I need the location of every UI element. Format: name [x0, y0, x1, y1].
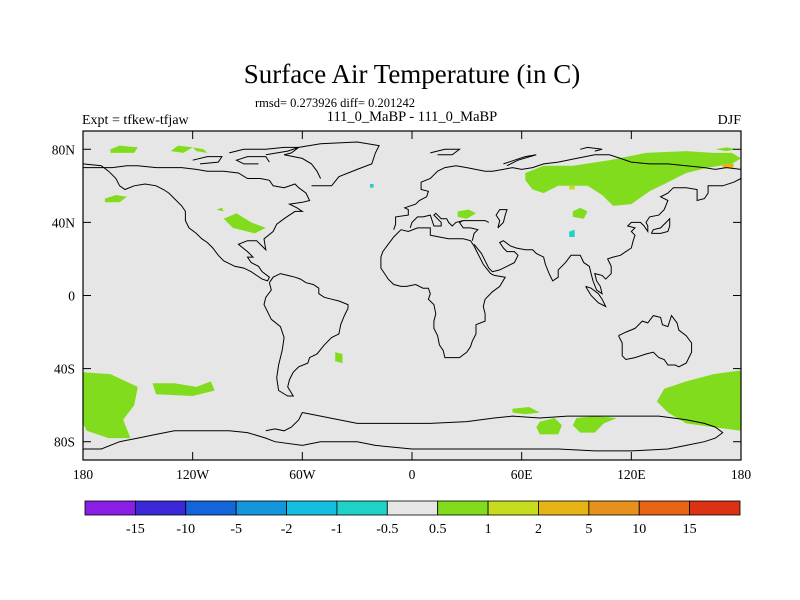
colorbar-label-8: 2 [535, 522, 542, 537]
anomaly-region-15 [572, 416, 617, 433]
colorbar-label-4: -1 [331, 522, 343, 537]
coastline-17 [265, 412, 303, 432]
colorbar-label-0: -15 [126, 522, 145, 537]
colorbar-label-2: -5 [230, 522, 242, 537]
coastline-18 [430, 148, 461, 156]
coastline-0 [82, 163, 311, 282]
season-label: DJF [718, 113, 742, 128]
anomaly-region-1 [170, 145, 193, 153]
colorbar-swatch-12 [689, 500, 741, 516]
anomaly-region-8 [572, 207, 588, 219]
coastline-19 [503, 154, 537, 167]
coastline-3 [263, 273, 349, 397]
coastline-5 [380, 227, 507, 359]
colorbar-label-9: 5 [585, 522, 592, 537]
x-tick-label-1: 120W [176, 467, 209, 482]
colorbar-swatch-8 [487, 500, 539, 516]
coastline-16 [83, 412, 724, 452]
anomaly-region-14 [536, 418, 562, 435]
anomaly-region-9 [715, 147, 738, 152]
coastline-7 [409, 212, 464, 229]
colorbar-label-5: -0.5 [376, 522, 398, 537]
coastline-20 [580, 146, 603, 152]
colorbar-swatch-11 [638, 500, 691, 516]
anomaly-region-10 [83, 372, 138, 439]
coastline-10 [585, 285, 607, 308]
y-tick-label-2: 0 [68, 289, 75, 304]
x-tick-label-0: 180 [73, 467, 94, 482]
anomaly-region-3 [104, 195, 127, 203]
coastline-6 [458, 220, 490, 241]
coastline-9 [495, 209, 508, 229]
colorbar: -15 -10 -5 -2 -1 -0.5 0.5 1 2 5 10 15 [84, 500, 741, 537]
y-tick-label-0: 80N [52, 142, 76, 157]
coastline-11 [618, 314, 693, 368]
anomaly-region-20 [722, 163, 734, 168]
stats-line: rmsd= 0.273926 diff= 0.201242 [255, 96, 415, 110]
coastline-13 [235, 156, 270, 165]
x-tick-label-5: 120E [617, 467, 646, 482]
colorbar-label-6: 0.5 [429, 522, 447, 537]
coastline-8 [473, 178, 742, 295]
coastline-14 [192, 156, 223, 165]
experiment-label: Expt = tfkew-tfjaw [82, 113, 190, 128]
colorbar-swatch-5 [336, 500, 388, 516]
anomaly-region-4 [223, 213, 266, 234]
coastline-1 [283, 141, 380, 187]
anomaly-region-11 [152, 381, 215, 396]
chart-title: Surface Air Temperature (in C) [244, 59, 581, 89]
colorbar-swatch-0 [84, 500, 136, 516]
colorbar-swatch-10 [588, 500, 640, 516]
anomaly-region-12 [335, 352, 343, 364]
coastline-12 [650, 217, 671, 234]
anomaly-region-5 [216, 207, 224, 212]
coastline-15 [229, 146, 299, 156]
axis-ticks: 180 120W 60W 0 60E 120E 180 80N 40N 0 40S 80S [52, 131, 752, 482]
colorbar-swatch-4 [286, 500, 338, 516]
anomaly-region-7 [525, 151, 741, 206]
coastline-4 [393, 154, 742, 230]
x-tick-label-3: 0 [409, 467, 416, 482]
colorbar-label-11: 15 [683, 522, 697, 537]
colorbar-label-7: 1 [485, 522, 492, 537]
x-tick-label-2: 60W [289, 467, 316, 482]
colorbar-swatch-9 [538, 500, 590, 516]
x-tick-label-4: 60E [511, 467, 533, 482]
anomaly-region-6 [457, 209, 476, 219]
colorbar-label-3: -2 [281, 522, 293, 537]
y-tick-label-3: 40S [54, 362, 75, 377]
colorbar-swatch-6 [386, 500, 439, 516]
colorbar-swatch-3 [235, 500, 287, 516]
colorbar-swatch-1 [134, 500, 187, 516]
anomaly-region-17 [370, 184, 374, 188]
experiment-subtitle: 111_0_MaBP - 111_0_MaBP [327, 109, 498, 125]
y-tick-label-4: 80S [54, 435, 75, 450]
anomaly-regions [83, 145, 741, 439]
colorbar-swatch-2 [185, 500, 237, 516]
colorbar-label-10: 10 [632, 522, 646, 537]
anomaly-region-19 [569, 185, 575, 190]
anomaly-region-16 [656, 370, 741, 431]
x-tick-label-6: 180 [731, 467, 752, 482]
colorbar-label-1: -10 [176, 522, 195, 537]
anomaly-region-0 [110, 145, 138, 153]
colorbar-swatch-7 [437, 500, 489, 516]
anomaly-region-13 [512, 407, 540, 415]
anomaly-region-2 [192, 147, 208, 153]
y-tick-label-1: 40N [52, 215, 76, 230]
anomaly-region-18 [569, 229, 575, 237]
